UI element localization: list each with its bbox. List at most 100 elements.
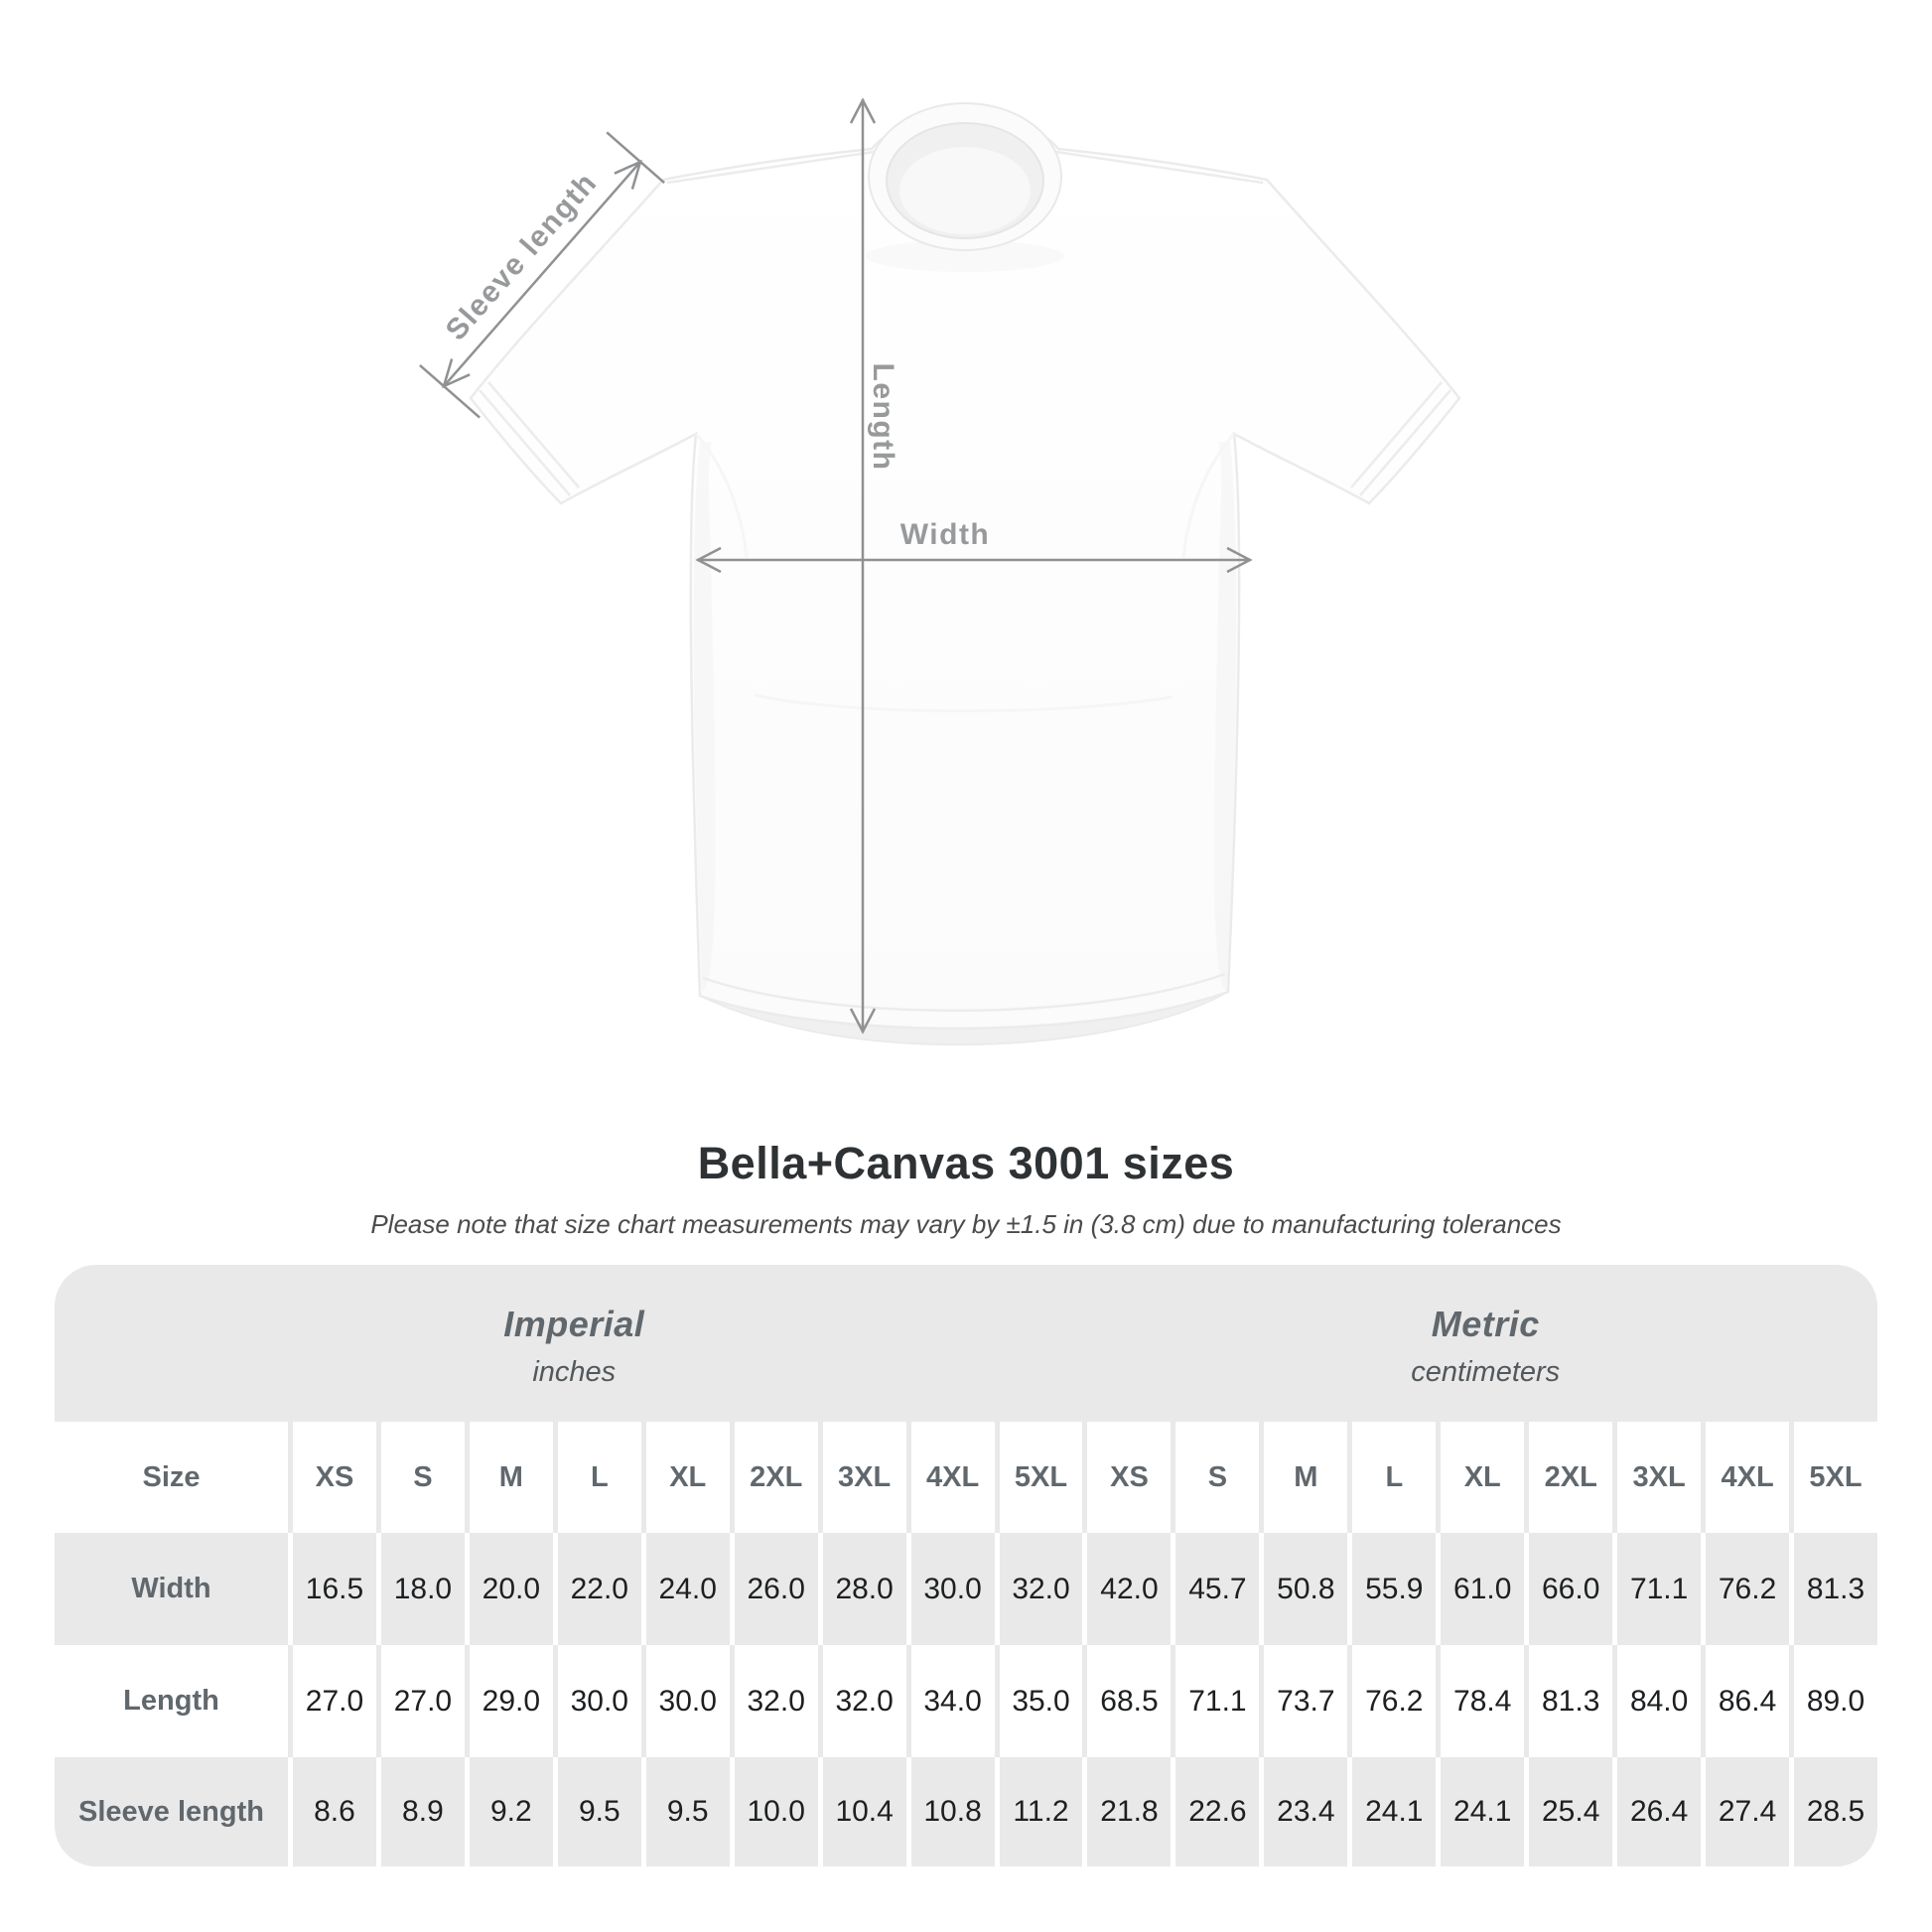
value-width-imperial-s: 18.0 [375,1533,465,1645]
size-column-header-imperial: 3XL [817,1422,906,1533]
value-sleeve_length-imperial-m: 9.2 [464,1757,553,1866]
size-column-header-metric: XS [1082,1422,1171,1533]
unit-header-row: Imperial inches Metric centimeters [55,1265,1877,1422]
metric-title: Metric [1431,1304,1540,1344]
tshirt-body [469,114,1461,1031]
value-width-imperial-l: 22.0 [552,1533,641,1645]
size-column-header-metric: 4XL [1701,1422,1789,1533]
value-length-metric-4xl: 86.4 [1701,1645,1789,1757]
size-column-header-metric: S [1171,1422,1259,1533]
length-label: Length [867,363,899,472]
value-length-metric-xl: 78.4 [1436,1645,1524,1757]
size-column-header-metric: 3XL [1612,1422,1701,1533]
value-width-imperial-m: 20.0 [464,1533,553,1645]
shade-right [1214,442,1237,991]
shade-left [693,442,716,991]
table-row-sleeve_length: Sleeve length 8.6 8.9 9.2 9.5 9.5 10.0 10.4 10.8… [55,1757,1877,1866]
value-length-imperial-4xl: 34.0 [905,1645,995,1757]
value-sleeve_length-metric-3xl: 26.4 [1612,1757,1701,1866]
size-column-header-imperial: 2XL [729,1422,818,1533]
value-length-metric-l: 76.2 [1347,1645,1436,1757]
value-sleeve_length-imperial-2xl: 10.0 [729,1757,818,1866]
unit-group-imperial: Imperial inches [55,1265,1094,1422]
metric-subtitle: centimeters [1411,1356,1561,1388]
size-column-header-imperial: 5XL [994,1422,1083,1533]
value-width-metric-xl: 61.0 [1436,1533,1524,1645]
wrinkles [694,433,1236,713]
value-width-imperial-5xl: 32.0 [994,1533,1083,1645]
value-length-imperial-3xl: 32.0 [817,1645,906,1757]
table-row-length: Length 27.0 27.0 29.0 30.0 30.0 32.0 32.0 34.0 35… [55,1645,1877,1757]
value-length-metric-5xl: 89.0 [1789,1645,1877,1757]
size-column-header-metric: 2XL [1524,1422,1612,1533]
value-length-metric-m: 73.7 [1259,1645,1347,1757]
value-length-imperial-xl: 30.0 [640,1645,730,1757]
value-sleeve_length-metric-4xl: 27.4 [1701,1757,1789,1866]
value-sleeve_length-imperial-5xl: 11.2 [994,1757,1083,1866]
value-length-metric-3xl: 84.0 [1612,1645,1701,1757]
imperial-subtitle: inches [532,1356,617,1388]
value-width-metric-3xl: 71.1 [1612,1533,1701,1645]
value-width-metric-m: 50.8 [1259,1533,1347,1645]
size-column-header-imperial: M [464,1422,553,1533]
value-length-metric-2xl: 81.3 [1524,1645,1612,1757]
tshirt-diagram: Sleeve length Length Width [419,97,1461,1046]
page-subtitle: Please note that size chart measurements… [370,1209,1562,1239]
value-sleeve_length-imperial-l: 9.5 [552,1757,641,1866]
value-sleeve_length-metric-xs: 21.8 [1082,1757,1171,1866]
value-width-imperial-xl: 24.0 [640,1533,730,1645]
size-table: Imperial inches Metric centimeters Size … [55,1265,1877,1866]
size-column-title: Size [142,1460,201,1493]
size-column-header-metric: L [1347,1422,1436,1533]
value-width-metric-xs: 42.0 [1082,1533,1171,1645]
table-body: Width 16.5 18.0 20.0 22.0 24.0 26.0 28.0 30.0 32.… [55,1533,1877,1866]
value-length-metric-s: 71.1 [1171,1645,1259,1757]
value-sleeve_length-metric-2xl: 25.4 [1524,1757,1612,1866]
collar-inner-back [899,147,1031,234]
value-width-metric-4xl: 76.2 [1701,1533,1789,1645]
size-column-header-imperial: L [552,1422,641,1533]
row-label-length: Length [123,1685,219,1717]
size-column-header-imperial: XS [288,1422,376,1533]
value-sleeve_length-imperial-xl: 9.5 [640,1757,730,1866]
value-length-imperial-xs: 27.0 [288,1645,376,1757]
page-title: Bella+Canvas 3001 sizes [697,1138,1235,1188]
value-width-imperial-3xl: 28.0 [817,1533,906,1645]
size-column-header-imperial: XL [640,1422,730,1533]
value-width-metric-2xl: 66.0 [1524,1533,1612,1645]
value-width-imperial-xs: 16.5 [288,1533,376,1645]
sleeve-length-arrow [419,131,665,419]
value-sleeve_length-imperial-3xl: 10.4 [817,1757,906,1866]
value-width-imperial-2xl: 26.0 [729,1533,818,1645]
size-column-header-metric: XL [1436,1422,1524,1533]
size-column-header-metric: M [1259,1422,1347,1533]
under-collar-shadow [866,240,1064,272]
size-column-header-metric: 5XL [1789,1422,1877,1533]
value-sleeve_length-metric-5xl: 28.5 [1789,1757,1877,1866]
imperial-title: Imperial [503,1304,645,1344]
size-column-header-imperial: 4XL [905,1422,995,1533]
value-length-metric-xs: 68.5 [1082,1645,1171,1757]
stitching [479,150,1451,1013]
width-arrow [695,546,1253,574]
value-sleeve_length-metric-xl: 24.1 [1436,1757,1524,1866]
row-label-width: Width [131,1573,211,1604]
value-length-imperial-l: 30.0 [552,1645,641,1757]
unit-group-metric: Metric centimeters [1094,1265,1877,1422]
value-sleeve_length-imperial-4xl: 10.8 [905,1757,995,1866]
value-width-metric-5xl: 81.3 [1789,1533,1877,1645]
value-length-imperial-m: 29.0 [464,1645,553,1757]
row-label-sleeve_length: Sleeve length [78,1795,264,1828]
value-width-imperial-4xl: 30.0 [905,1533,995,1645]
value-sleeve_length-metric-s: 22.6 [1171,1757,1259,1866]
value-length-imperial-2xl: 32.0 [729,1645,818,1757]
width-label: Width [900,518,991,551]
length-arrow [849,97,877,1035]
value-width-metric-l: 55.9 [1347,1533,1436,1645]
size-column-header-imperial: S [375,1422,465,1533]
value-length-imperial-s: 27.0 [375,1645,465,1757]
value-sleeve_length-imperial-s: 8.9 [375,1757,465,1866]
value-sleeve_length-imperial-xs: 8.6 [288,1757,376,1866]
value-sleeve_length-metric-m: 23.4 [1259,1757,1347,1866]
